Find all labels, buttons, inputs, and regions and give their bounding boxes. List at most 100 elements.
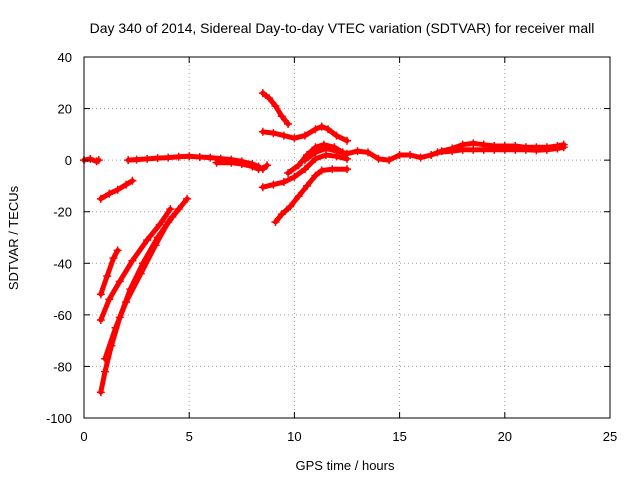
data-point [237,160,246,169]
data-point [94,156,103,165]
data-point [332,147,341,156]
data-point [206,153,215,162]
data-point [311,125,320,134]
data-point [113,185,122,194]
data-point [279,131,288,140]
y-axis-label: SDTVAR / TECUs [6,185,21,290]
data-point [416,153,425,162]
data-point [328,165,337,174]
x-tick-label: 25 [603,429,617,444]
data-point [284,120,293,129]
data-point [254,165,263,174]
data-point [559,143,568,152]
chart-title: Day 340 of 2014, Sidereal Day-to-day VTE… [90,20,595,36]
x-tick-label: 20 [498,429,512,444]
data-point [353,147,362,156]
plot-frame [83,56,611,419]
data-point [479,145,488,154]
series-arc-l [271,165,351,227]
data-point [385,156,394,165]
y-tick-label: 20 [58,102,72,117]
series-arc-b [96,176,137,203]
data-point [101,367,110,376]
y-tick-label: -60 [53,308,72,323]
series-trace [273,166,350,225]
data-point [433,148,442,157]
data-point [532,146,541,155]
data-point [406,150,415,159]
data-point [458,145,467,154]
tick-labels: 0 5 10 15 20 25 -100 -80 -60 -40 -20 0 20 40 [46,50,617,444]
data-point [542,145,551,154]
data-point [143,154,152,163]
data-point [300,156,309,165]
data-point [469,145,478,154]
data-point [155,220,164,229]
series-arc-g [124,152,272,174]
data-point [332,131,341,140]
data-point [113,246,122,255]
series-arc-o [433,143,568,157]
data-point [136,269,145,278]
data-point [317,122,326,131]
ticks [83,56,611,419]
x-tick-label: 15 [392,429,406,444]
data-point [115,277,124,286]
data-point [164,153,173,162]
data-point [269,180,278,189]
data-point [105,295,114,304]
data-point [294,161,303,170]
data-point [300,131,309,140]
data-point [153,154,162,163]
data-series [80,89,568,397]
x-tick-label: 10 [287,429,301,444]
y-tick-label: -80 [53,359,72,374]
series-trace [98,247,121,297]
data-point [212,158,221,167]
data-point [290,172,299,181]
data-point [324,125,333,134]
data-point [343,136,351,145]
data-point [105,189,114,198]
data-point [109,254,118,263]
data-point [174,205,183,214]
x-tick-label: 5 [186,429,193,444]
data-point [364,148,373,157]
data-point [343,165,351,174]
data-point [96,194,105,203]
data-point [96,316,105,325]
data-point [86,154,95,163]
data-point [124,156,133,165]
data-point [101,354,110,363]
data-point [96,290,105,299]
series-trace [260,124,350,144]
y-tick-label: 0 [65,153,72,168]
data-point [96,388,105,397]
data-point [151,241,160,250]
data-point [258,89,267,98]
data-point [284,169,293,178]
data-point [321,144,330,153]
data-point [269,129,278,138]
data-point [279,178,288,187]
data-point [227,158,236,167]
series-arc-d [96,205,175,325]
data-point [300,165,309,174]
series-arc-a [80,154,103,166]
series-arc-c [96,246,122,299]
data-point [111,323,120,332]
data-point [374,154,383,163]
series-arc-j [258,122,351,145]
data-point [183,194,192,203]
x-axis-label: GPS time / hours [296,458,395,473]
y-tick-label: 40 [58,50,72,65]
data-point [265,94,274,103]
y-tick-label: -100 [46,411,72,426]
data-point [271,218,280,227]
data-point [290,134,299,143]
data-point [343,149,351,158]
data-point [258,183,267,192]
data-point [164,218,173,227]
data-point [166,205,175,214]
